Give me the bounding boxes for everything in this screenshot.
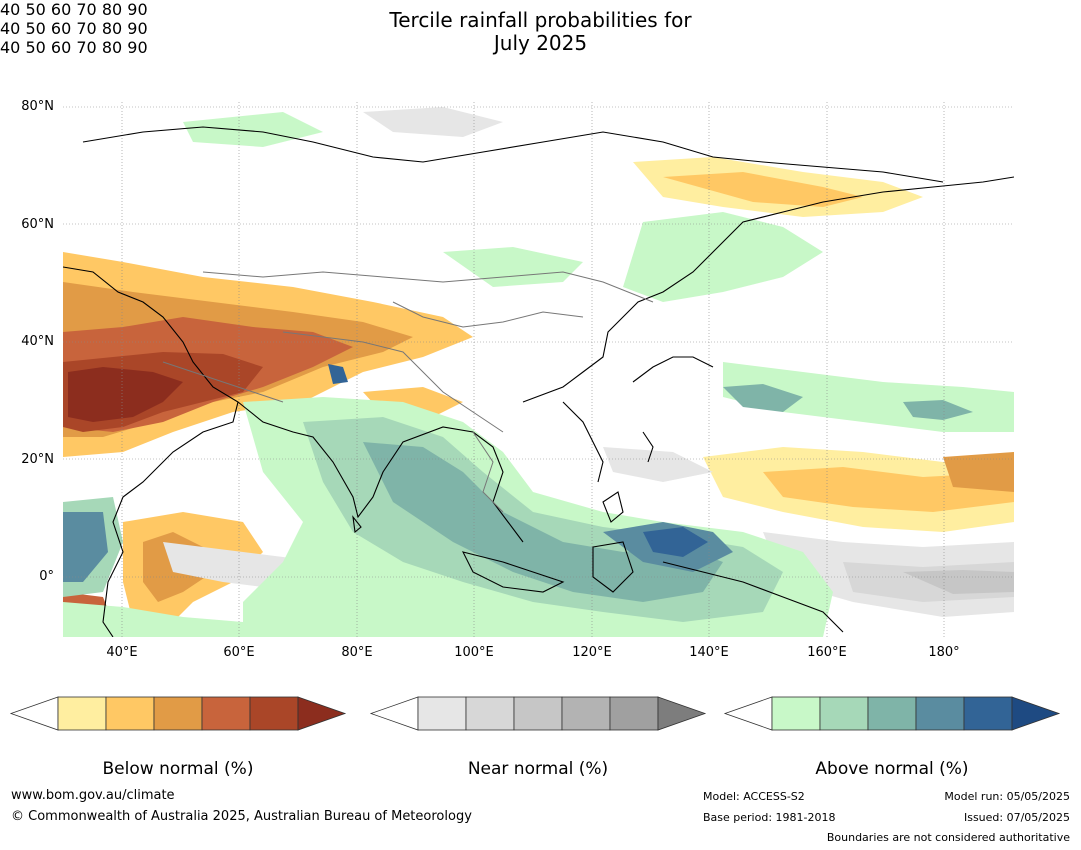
colorbar-extend-low bbox=[723, 696, 773, 731]
colorbar-extend-high bbox=[297, 696, 347, 731]
colorbar-bin bbox=[963, 696, 1013, 731]
cbar-tick: 40 bbox=[0, 19, 21, 38]
lon-label-100e: 100°E bbox=[454, 645, 494, 660]
cbar-tick: 90 bbox=[127, 38, 148, 57]
colorbar-bin bbox=[867, 696, 917, 731]
cbar-tick: 60 bbox=[50, 0, 72, 19]
lat-label-20n: 20°N bbox=[21, 452, 54, 467]
colorbar-bin bbox=[57, 696, 107, 731]
cbar-tick: 90 bbox=[127, 0, 148, 19]
country-borders bbox=[162, 271, 654, 513]
colorbar-bin bbox=[561, 696, 611, 731]
graticule bbox=[63, 102, 1014, 637]
near-normal-ticks: 40 50 60 70 80 90 bbox=[0, 19, 1081, 38]
cbar-tick: 80 bbox=[101, 19, 123, 38]
issued-date: Issued: 07/05/2025 bbox=[963, 811, 1070, 824]
above-normal-ticks: 40 50 60 70 80 90 bbox=[0, 38, 1081, 57]
lat-label-60n: 60°N bbox=[21, 217, 54, 232]
title-line-1: Tercile rainfall probabilities for bbox=[389, 8, 692, 32]
colorbar-bin bbox=[771, 696, 821, 731]
model-run-date: Model run: 05/05/2025 bbox=[944, 790, 1070, 803]
colorbar-extend-high bbox=[657, 696, 707, 731]
cbar-tick: 80 bbox=[101, 38, 123, 57]
website-link[interactable]: www.bom.gov.au/climate bbox=[11, 788, 175, 803]
near-normal-colorbar bbox=[369, 696, 707, 731]
lon-label-40e: 40°E bbox=[106, 645, 138, 660]
cbar-tick: 50 bbox=[25, 19, 46, 38]
below-normal-colorbar bbox=[9, 696, 347, 731]
lat-label-80n: 80°N bbox=[21, 99, 54, 114]
colorbar-bin bbox=[465, 696, 515, 731]
above-normal-title: Above normal (%) bbox=[815, 759, 969, 779]
copyright-text: © Commonwealth of Australia 2025, Austra… bbox=[11, 809, 472, 824]
rainfall-probability-map bbox=[63, 102, 1014, 637]
lon-label-160e: 160°E bbox=[807, 645, 847, 660]
cbar-tick: 80 bbox=[101, 0, 123, 19]
lon-label-180: 180° bbox=[928, 645, 960, 660]
cbar-tick: 60 bbox=[50, 38, 72, 57]
above-normal-colorbar bbox=[723, 696, 1061, 731]
colorbar-bin bbox=[915, 696, 965, 731]
cbar-tick: 70 bbox=[76, 38, 97, 57]
base-period: Base period: 1981-2018 bbox=[703, 811, 836, 824]
cbar-tick: 60 bbox=[50, 19, 72, 38]
colorbar-bin bbox=[819, 696, 869, 731]
below-normal-ticks: 40 50 60 70 80 90 bbox=[0, 0, 1081, 19]
model-name: Model: ACCESS-S2 bbox=[703, 790, 805, 803]
colorbar-bin bbox=[513, 696, 563, 731]
boundaries-disclaimer: Boundaries are not considered authoritat… bbox=[826, 831, 1070, 844]
colorbar-extend-low bbox=[9, 696, 59, 731]
cbar-tick: 50 bbox=[25, 0, 46, 19]
colorbar-extend-low bbox=[369, 696, 419, 731]
colorbar-bin bbox=[105, 696, 155, 731]
colorbar-extend-high bbox=[1011, 696, 1061, 731]
coastlines bbox=[63, 126, 1014, 637]
lon-label-60e: 60°E bbox=[223, 645, 255, 660]
colorbar-bin bbox=[153, 696, 203, 731]
lat-label-40n: 40°N bbox=[21, 334, 54, 349]
below-normal-regions bbox=[63, 157, 1014, 637]
lon-label-80e: 80°E bbox=[341, 645, 373, 660]
cbar-tick: 40 bbox=[0, 0, 21, 19]
cbar-tick: 40 bbox=[0, 38, 21, 57]
title-line-2: July 2025 bbox=[493, 31, 588, 55]
lon-label-120e: 120°E bbox=[572, 645, 612, 660]
below-normal-title: Below normal (%) bbox=[102, 759, 254, 779]
cbar-tick: 70 bbox=[76, 0, 97, 19]
colorbar-bin bbox=[609, 696, 659, 731]
cbar-tick: 90 bbox=[127, 19, 148, 38]
map-canvas bbox=[63, 102, 1014, 637]
colorbar-bin bbox=[417, 696, 467, 731]
lat-label-0: 0° bbox=[39, 569, 54, 584]
colorbar-bin bbox=[249, 696, 299, 731]
map-title: Tercile rainfall probabilities for July … bbox=[0, 9, 1081, 55]
cbar-tick: 50 bbox=[25, 38, 46, 57]
colorbars bbox=[9, 696, 1061, 731]
lon-label-140e: 140°E bbox=[689, 645, 729, 660]
cbar-tick: 70 bbox=[76, 19, 97, 38]
colorbar-bin bbox=[201, 696, 251, 731]
near-normal-title: Near normal (%) bbox=[467, 759, 609, 779]
